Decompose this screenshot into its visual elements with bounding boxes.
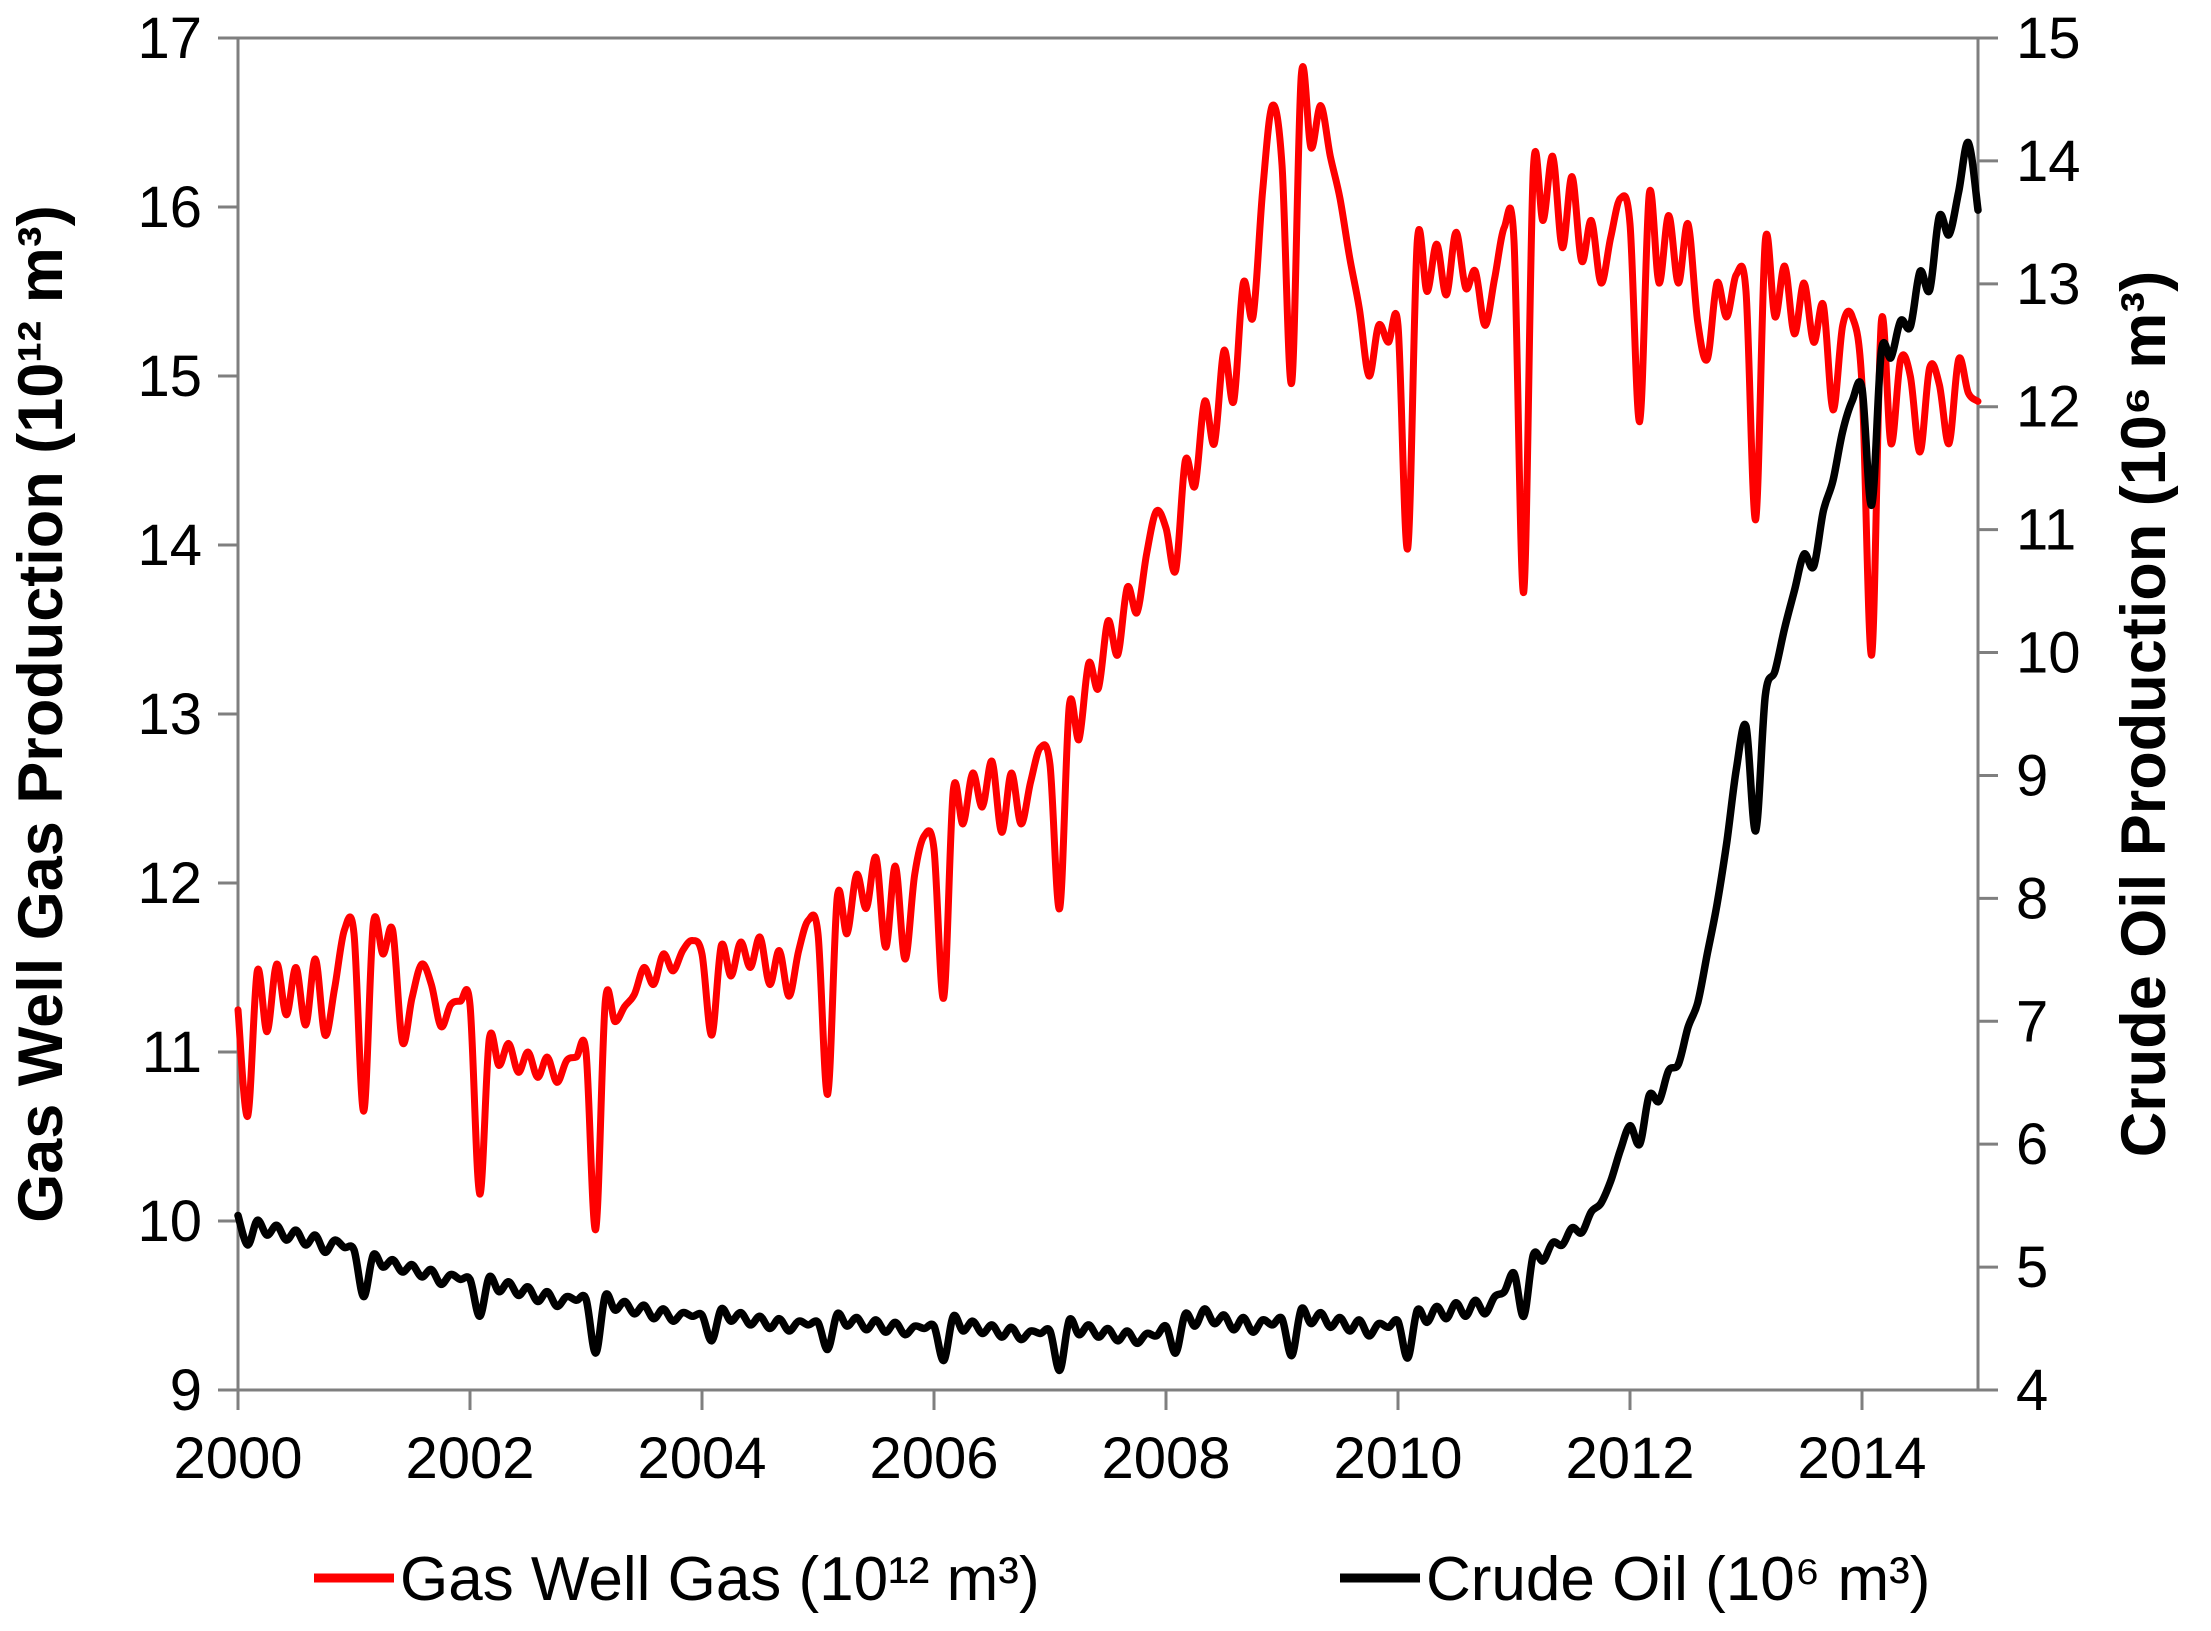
x-tick-label: 2006: [869, 1426, 998, 1491]
legend-label-crude-oil: Crude Oil (10⁶ m³): [1426, 1545, 1930, 1614]
right-axis-ticks: 4 5 6 7 8 9 10 11 12 13 14 15: [1978, 6, 2081, 1423]
left-tick-label: 13: [137, 682, 202, 747]
left-tick-label: 12: [137, 851, 202, 916]
left-axis-ticks: 9 10 11 12 13 14 15 16 17: [137, 6, 238, 1423]
left-tick-label: 9: [170, 1358, 202, 1423]
left-tick-label: 15: [137, 344, 202, 409]
left-tick-label: 16: [137, 175, 202, 240]
series-line-gas-well-gas-10-m: [234, 63, 1982, 1234]
left-tick-label: 11: [142, 1020, 202, 1085]
right-tick-label: 11: [2016, 498, 2076, 563]
right-tick-label: 13: [2016, 252, 2081, 317]
x-tick-label: 2014: [1797, 1426, 1926, 1491]
left-tick-label: 10: [137, 1189, 202, 1254]
series-lines: [234, 63, 1982, 1375]
right-tick-label: 12: [2016, 375, 2081, 440]
right-tick-label: 8: [2016, 866, 2048, 931]
legend: Gas Well Gas (10¹² m³) Crude Oil (10⁶ m³…: [314, 1545, 1930, 1614]
right-tick-label: 10: [2016, 621, 2081, 686]
x-axis-ticks: 2000 2002 2004 2006 2008 2010 2012 2014: [173, 1390, 1927, 1491]
right-tick-label: 7: [2016, 989, 2048, 1054]
x-tick-label: 2012: [1565, 1426, 1694, 1491]
right-tick-label: 4: [2016, 1358, 2048, 1423]
x-tick-label: 2000: [173, 1426, 302, 1491]
plot-border: [236, 36, 1980, 1392]
right-tick-label: 5: [2016, 1235, 2048, 1300]
right-tick-label: 6: [2016, 1112, 2048, 1177]
x-tick-label: 2008: [1101, 1426, 1230, 1491]
left-axis-title: Gas Well Gas Production (10¹² m³): [6, 205, 76, 1223]
right-tick-label: 14: [2016, 129, 2081, 194]
right-tick-label: 15: [2016, 6, 2081, 71]
right-tick-label: 9: [2016, 743, 2048, 808]
legend-label-gas-well-gas: Gas Well Gas (10¹² m³): [400, 1545, 1040, 1614]
series-line-crude-oil-10-m: [234, 138, 1982, 1375]
x-tick-label: 2010: [1333, 1426, 1462, 1491]
x-tick-label: 2004: [637, 1426, 766, 1491]
left-tick-label: 14: [137, 513, 202, 578]
left-tick-label: 17: [137, 6, 202, 71]
x-tick-label: 2002: [405, 1426, 534, 1491]
right-axis-title: Crude Oil Production (10⁶ m³): [2109, 271, 2179, 1158]
